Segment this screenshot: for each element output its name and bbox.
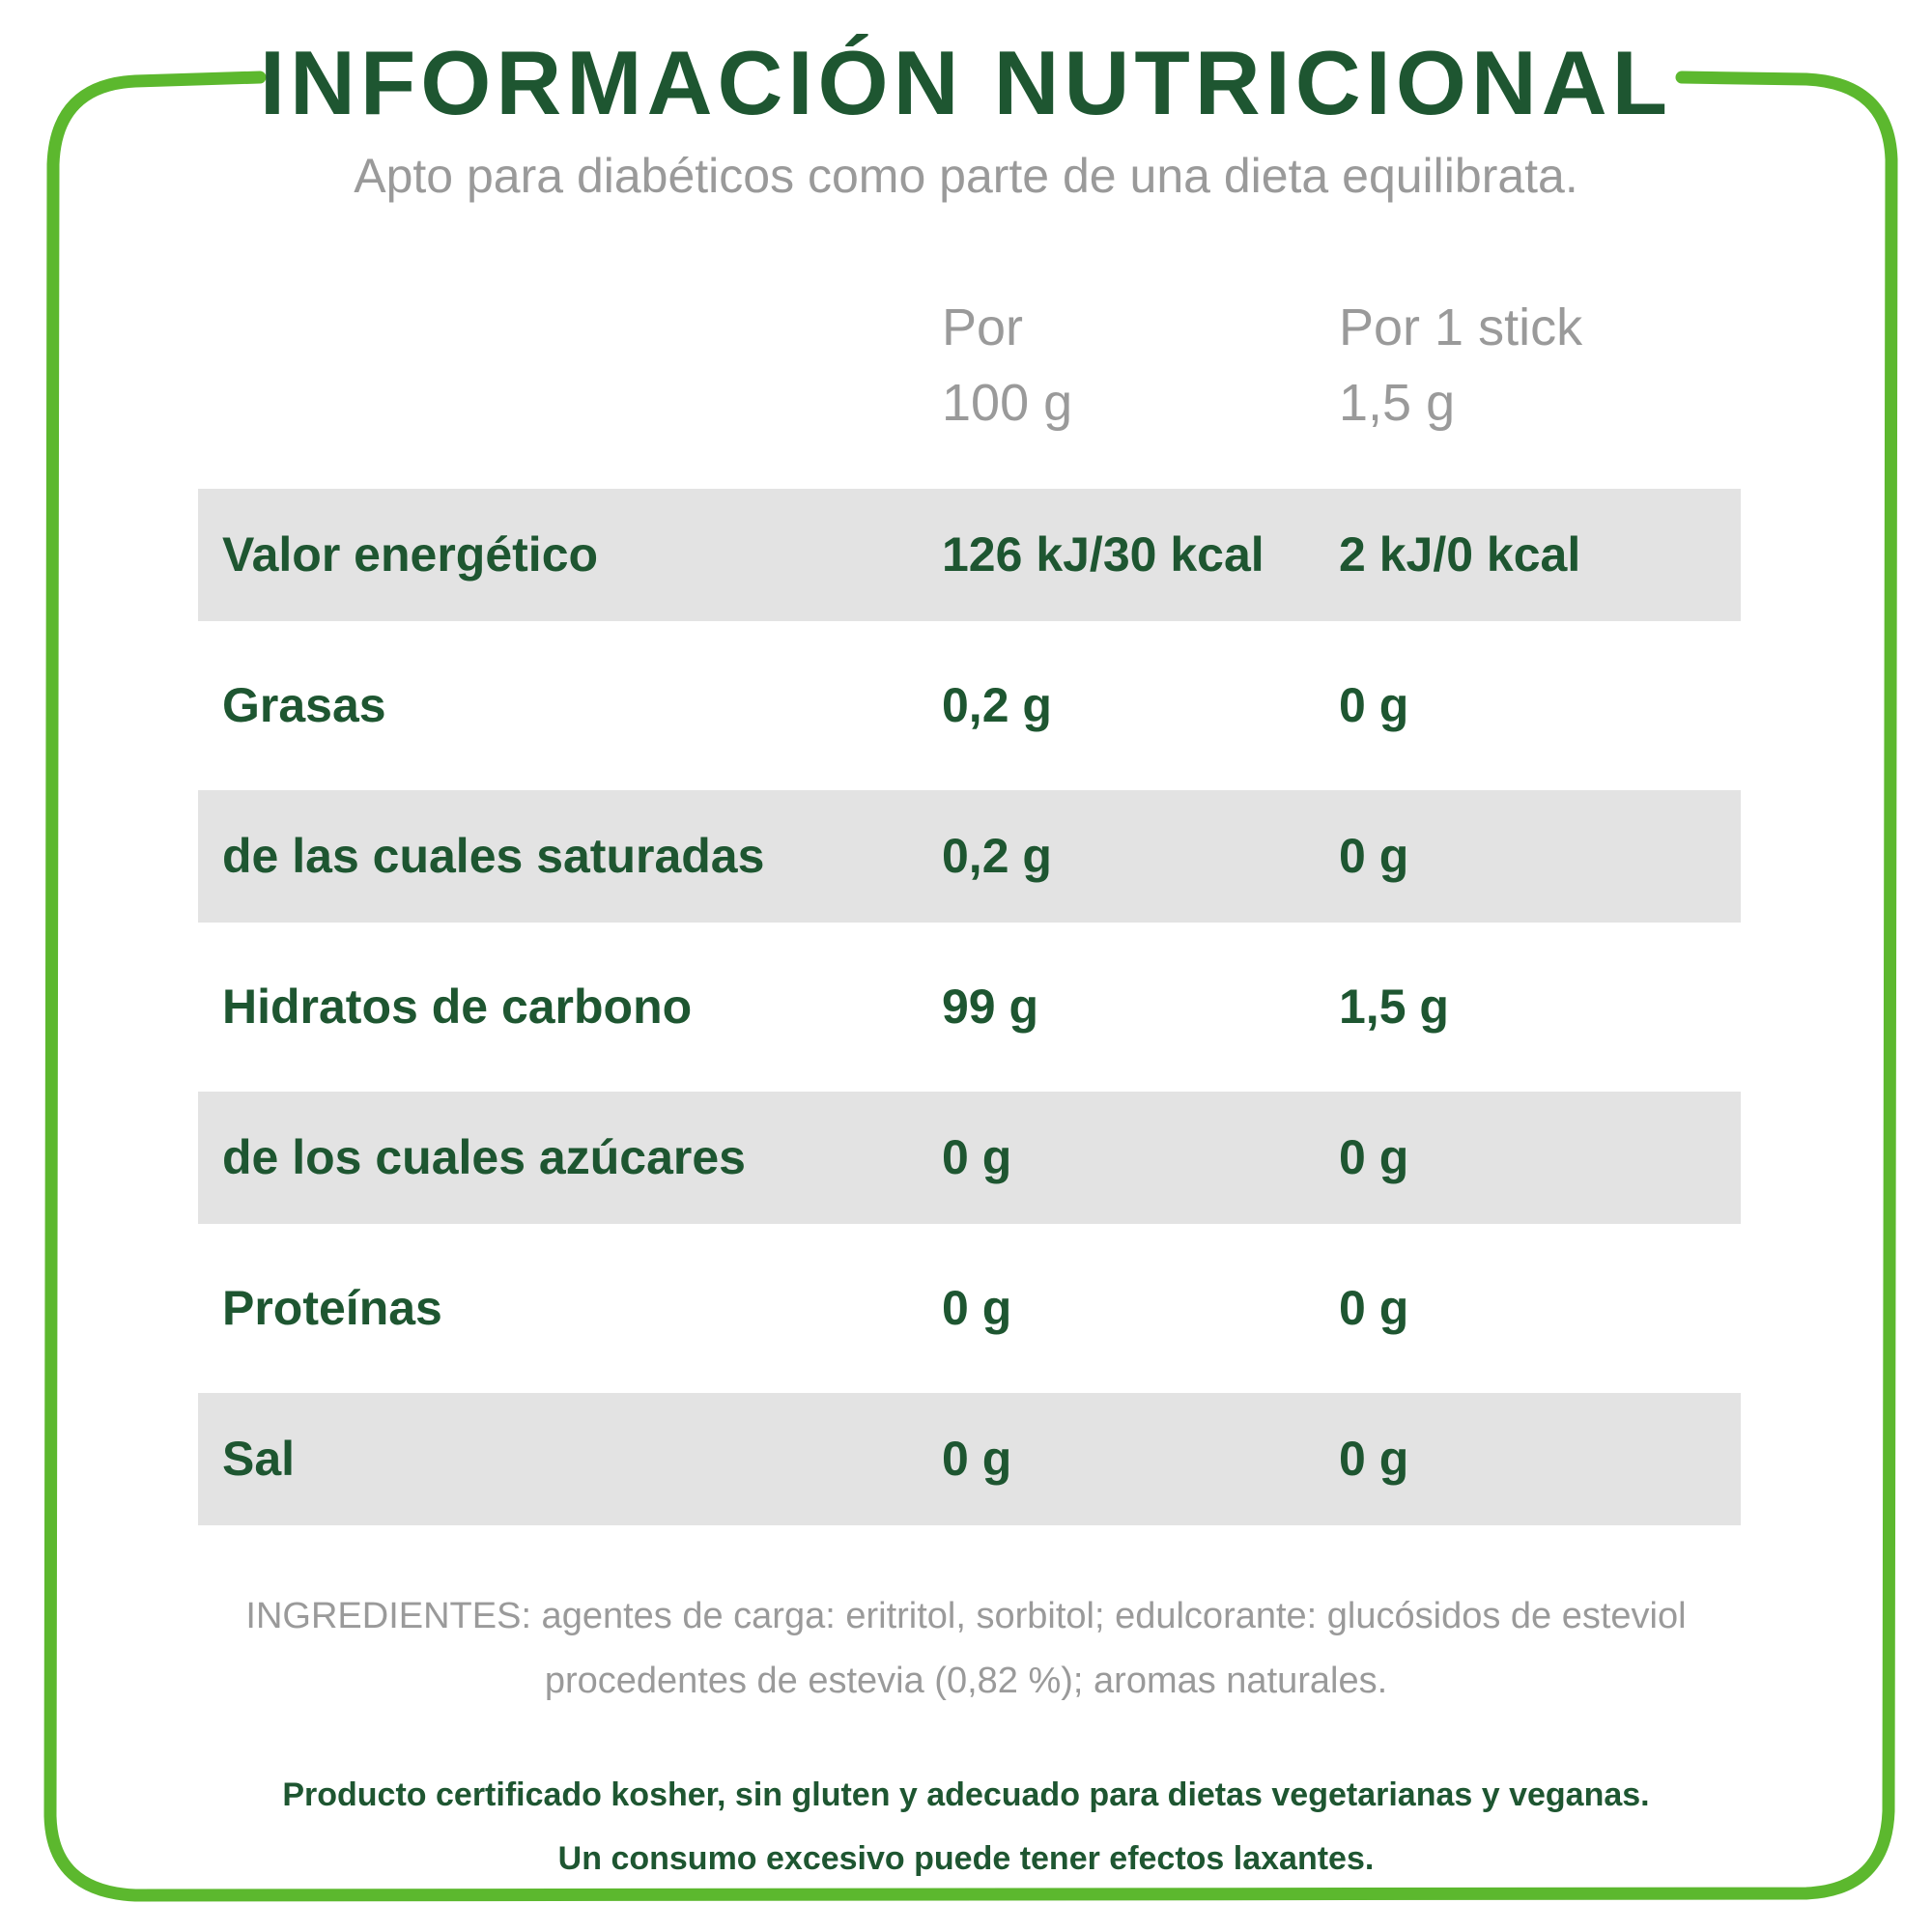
table-row: de los cuales azúcares 0 g 0 g — [198, 1092, 1741, 1224]
column-header: 100 g — [942, 374, 1073, 432]
footer-line: Producto certificado kosher, sin gluten … — [282, 1776, 1650, 1813]
row-value: 0,2 g — [942, 678, 1052, 732]
row-label: de los cuales azúcares — [222, 1130, 746, 1184]
row-value: 0 g — [1339, 1130, 1409, 1184]
row-value: 0,2 g — [942, 829, 1052, 883]
row-value: 0 g — [1339, 829, 1409, 883]
table-row: de las cuales saturadas 0,2 g 0 g — [198, 790, 1741, 923]
row-label: Valor energético — [222, 527, 599, 582]
row-value: 1,5 g — [1339, 980, 1449, 1034]
row-label: de las cuales saturadas — [222, 829, 765, 883]
row-label: Sal — [222, 1432, 296, 1486]
column-header: Por 1 stick — [1339, 298, 1583, 356]
column-header: Por — [942, 298, 1024, 356]
table-row: Valor energético 126 kJ/30 kcal 2 kJ/0 kca… — [198, 489, 1741, 621]
row-value: 0 g — [942, 1432, 1012, 1486]
footer-line: Un consumo excesivo puede tener efectos … — [557, 1840, 1375, 1877]
row-value: 126 kJ/30 kcal — [942, 527, 1264, 582]
column-header: 1,5 g — [1339, 374, 1456, 432]
row-value: 0 g — [1339, 678, 1409, 732]
row-label: Proteínas — [222, 1281, 442, 1335]
table-row: Grasas 0,2 g 0 g — [198, 639, 1741, 772]
subtitle: Apto para diabéticos como parte de una d… — [354, 149, 1578, 203]
row-label: Hidratos de carbono — [222, 980, 693, 1034]
row-value: 0 g — [942, 1130, 1012, 1184]
row-value: 0 g — [942, 1281, 1012, 1335]
row-value: 2 kJ/0 kcal — [1339, 527, 1581, 582]
table-row: Sal 0 g 0 g — [198, 1393, 1741, 1525]
border — [43, 71, 1898, 1902]
row-value: 0 g — [1339, 1281, 1409, 1335]
table-row: Hidratos de carbono 99 g 1,5 g — [198, 941, 1741, 1073]
row-label: Grasas — [222, 678, 386, 732]
ingredients: INGREDIENTES: agentes de carga: eritrito… — [245, 1596, 1687, 1701]
title: INFORMACIÓN NUTRICIONAL — [259, 32, 1673, 133]
row-value: 99 g — [942, 980, 1039, 1034]
row-value: 0 g — [1339, 1432, 1409, 1486]
table-row: Proteínas 0 g 0 g — [198, 1242, 1741, 1375]
